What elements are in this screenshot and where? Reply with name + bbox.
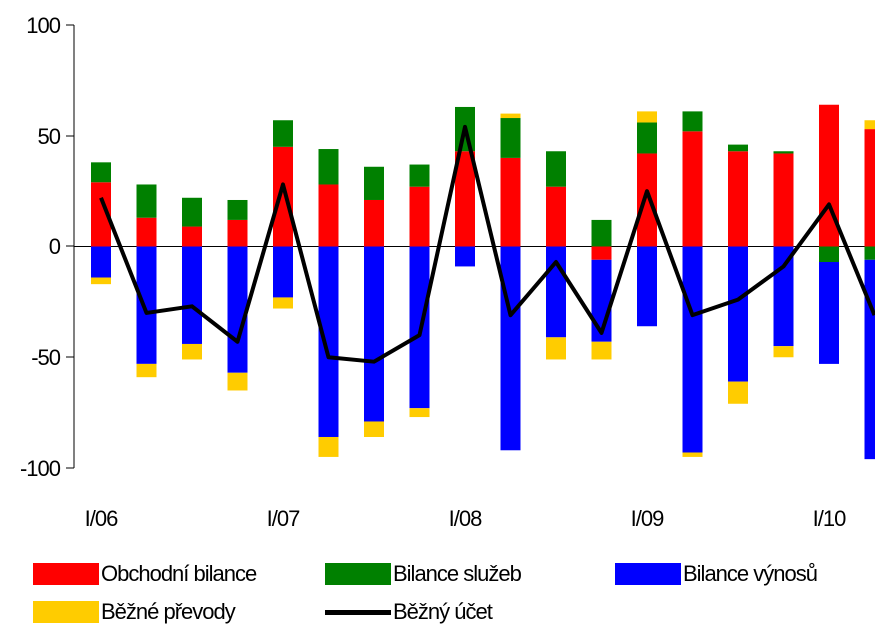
bar-segment	[591, 341, 612, 360]
y-tick-label: 50	[38, 124, 61, 149]
bar-segment	[273, 120, 293, 147]
bar-segment	[864, 259, 875, 460]
bar-segment	[318, 184, 339, 247]
bar-segment	[227, 199, 248, 220]
bar-segment	[455, 151, 475, 247]
bar-segment	[637, 246, 657, 327]
bar-segment	[182, 197, 202, 227]
bar-segment	[409, 164, 430, 187]
bar-segment	[819, 262, 839, 364]
bar-segment	[546, 186, 566, 247]
bar-segment	[864, 120, 875, 130]
bar-segment	[364, 246, 384, 422]
bar-segment	[591, 219, 612, 247]
bar-segment	[591, 246, 612, 260]
bars	[91, 104, 875, 460]
bar-segment	[182, 343, 202, 360]
bar-segment	[318, 246, 339, 437]
bar-segment	[136, 363, 157, 378]
bar-segment	[91, 277, 111, 285]
x-tick-label: I/10	[813, 506, 846, 531]
bar-segment	[773, 151, 794, 154]
bar-segment	[682, 111, 703, 132]
bar-segment	[682, 246, 703, 453]
bar-segment	[273, 246, 293, 298]
bar-segment	[91, 182, 111, 247]
x-tick-label: I/09	[631, 506, 664, 531]
bar-segment	[91, 162, 111, 183]
bar-segment	[500, 118, 521, 158]
bar-segment	[728, 144, 748, 152]
bar-segment	[318, 436, 339, 457]
x-tick-label: I/08	[449, 506, 482, 531]
bar-segment	[409, 408, 430, 418]
bar-segment	[364, 166, 384, 200]
bar-segment	[819, 246, 839, 263]
bar-segment	[273, 146, 293, 247]
bar-segment	[773, 153, 794, 247]
bar-segment	[864, 129, 875, 247]
bar-segment	[637, 111, 657, 123]
current-account-series-line	[99, 124, 875, 364]
bar-segment	[136, 184, 157, 218]
y-tick-label: -100	[20, 456, 61, 481]
bar-segment	[546, 151, 566, 187]
bar-segment	[273, 297, 293, 309]
bar-segment	[227, 372, 248, 391]
bar-segment	[682, 131, 703, 247]
bar-segment	[682, 452, 703, 457]
y-tick-label: 0	[49, 234, 61, 259]
x-tick-label: I/06	[85, 506, 118, 531]
bar-segment	[318, 149, 339, 185]
bar-segment	[136, 217, 157, 247]
bar-segment	[227, 219, 248, 247]
bar-segment	[637, 122, 657, 154]
bar-segment	[728, 381, 748, 404]
bar-segment	[773, 246, 794, 347]
bar-segment	[500, 246, 521, 451]
bar-segment	[91, 246, 111, 278]
bar-segment	[182, 246, 202, 344]
y-tick-label: -50	[31, 345, 61, 370]
bar-segment	[409, 186, 430, 247]
x-tick-labels: I/06 I/07 I/08 I/09 I/10	[85, 506, 847, 531]
bar-segment	[364, 199, 384, 247]
bar-segment	[136, 246, 157, 364]
bar-segment	[773, 346, 794, 358]
y-tick-label: 100	[26, 13, 60, 38]
bar-segment	[500, 157, 521, 247]
bar-segment	[546, 337, 566, 360]
bar-segment	[364, 421, 384, 437]
bar-segment	[500, 113, 521, 119]
bar-segment	[728, 246, 748, 382]
bar-segment	[227, 246, 248, 373]
bar-segment	[182, 226, 202, 247]
bar-segment	[728, 151, 748, 247]
x-tick-label: I/07	[267, 506, 300, 531]
bar-segment	[455, 246, 475, 267]
bar-segment	[864, 246, 875, 260]
current-account-line	[99, 124, 875, 364]
y-tick-labels: 100 50 0 -50 -100	[20, 13, 62, 481]
bar-segment	[637, 153, 657, 247]
